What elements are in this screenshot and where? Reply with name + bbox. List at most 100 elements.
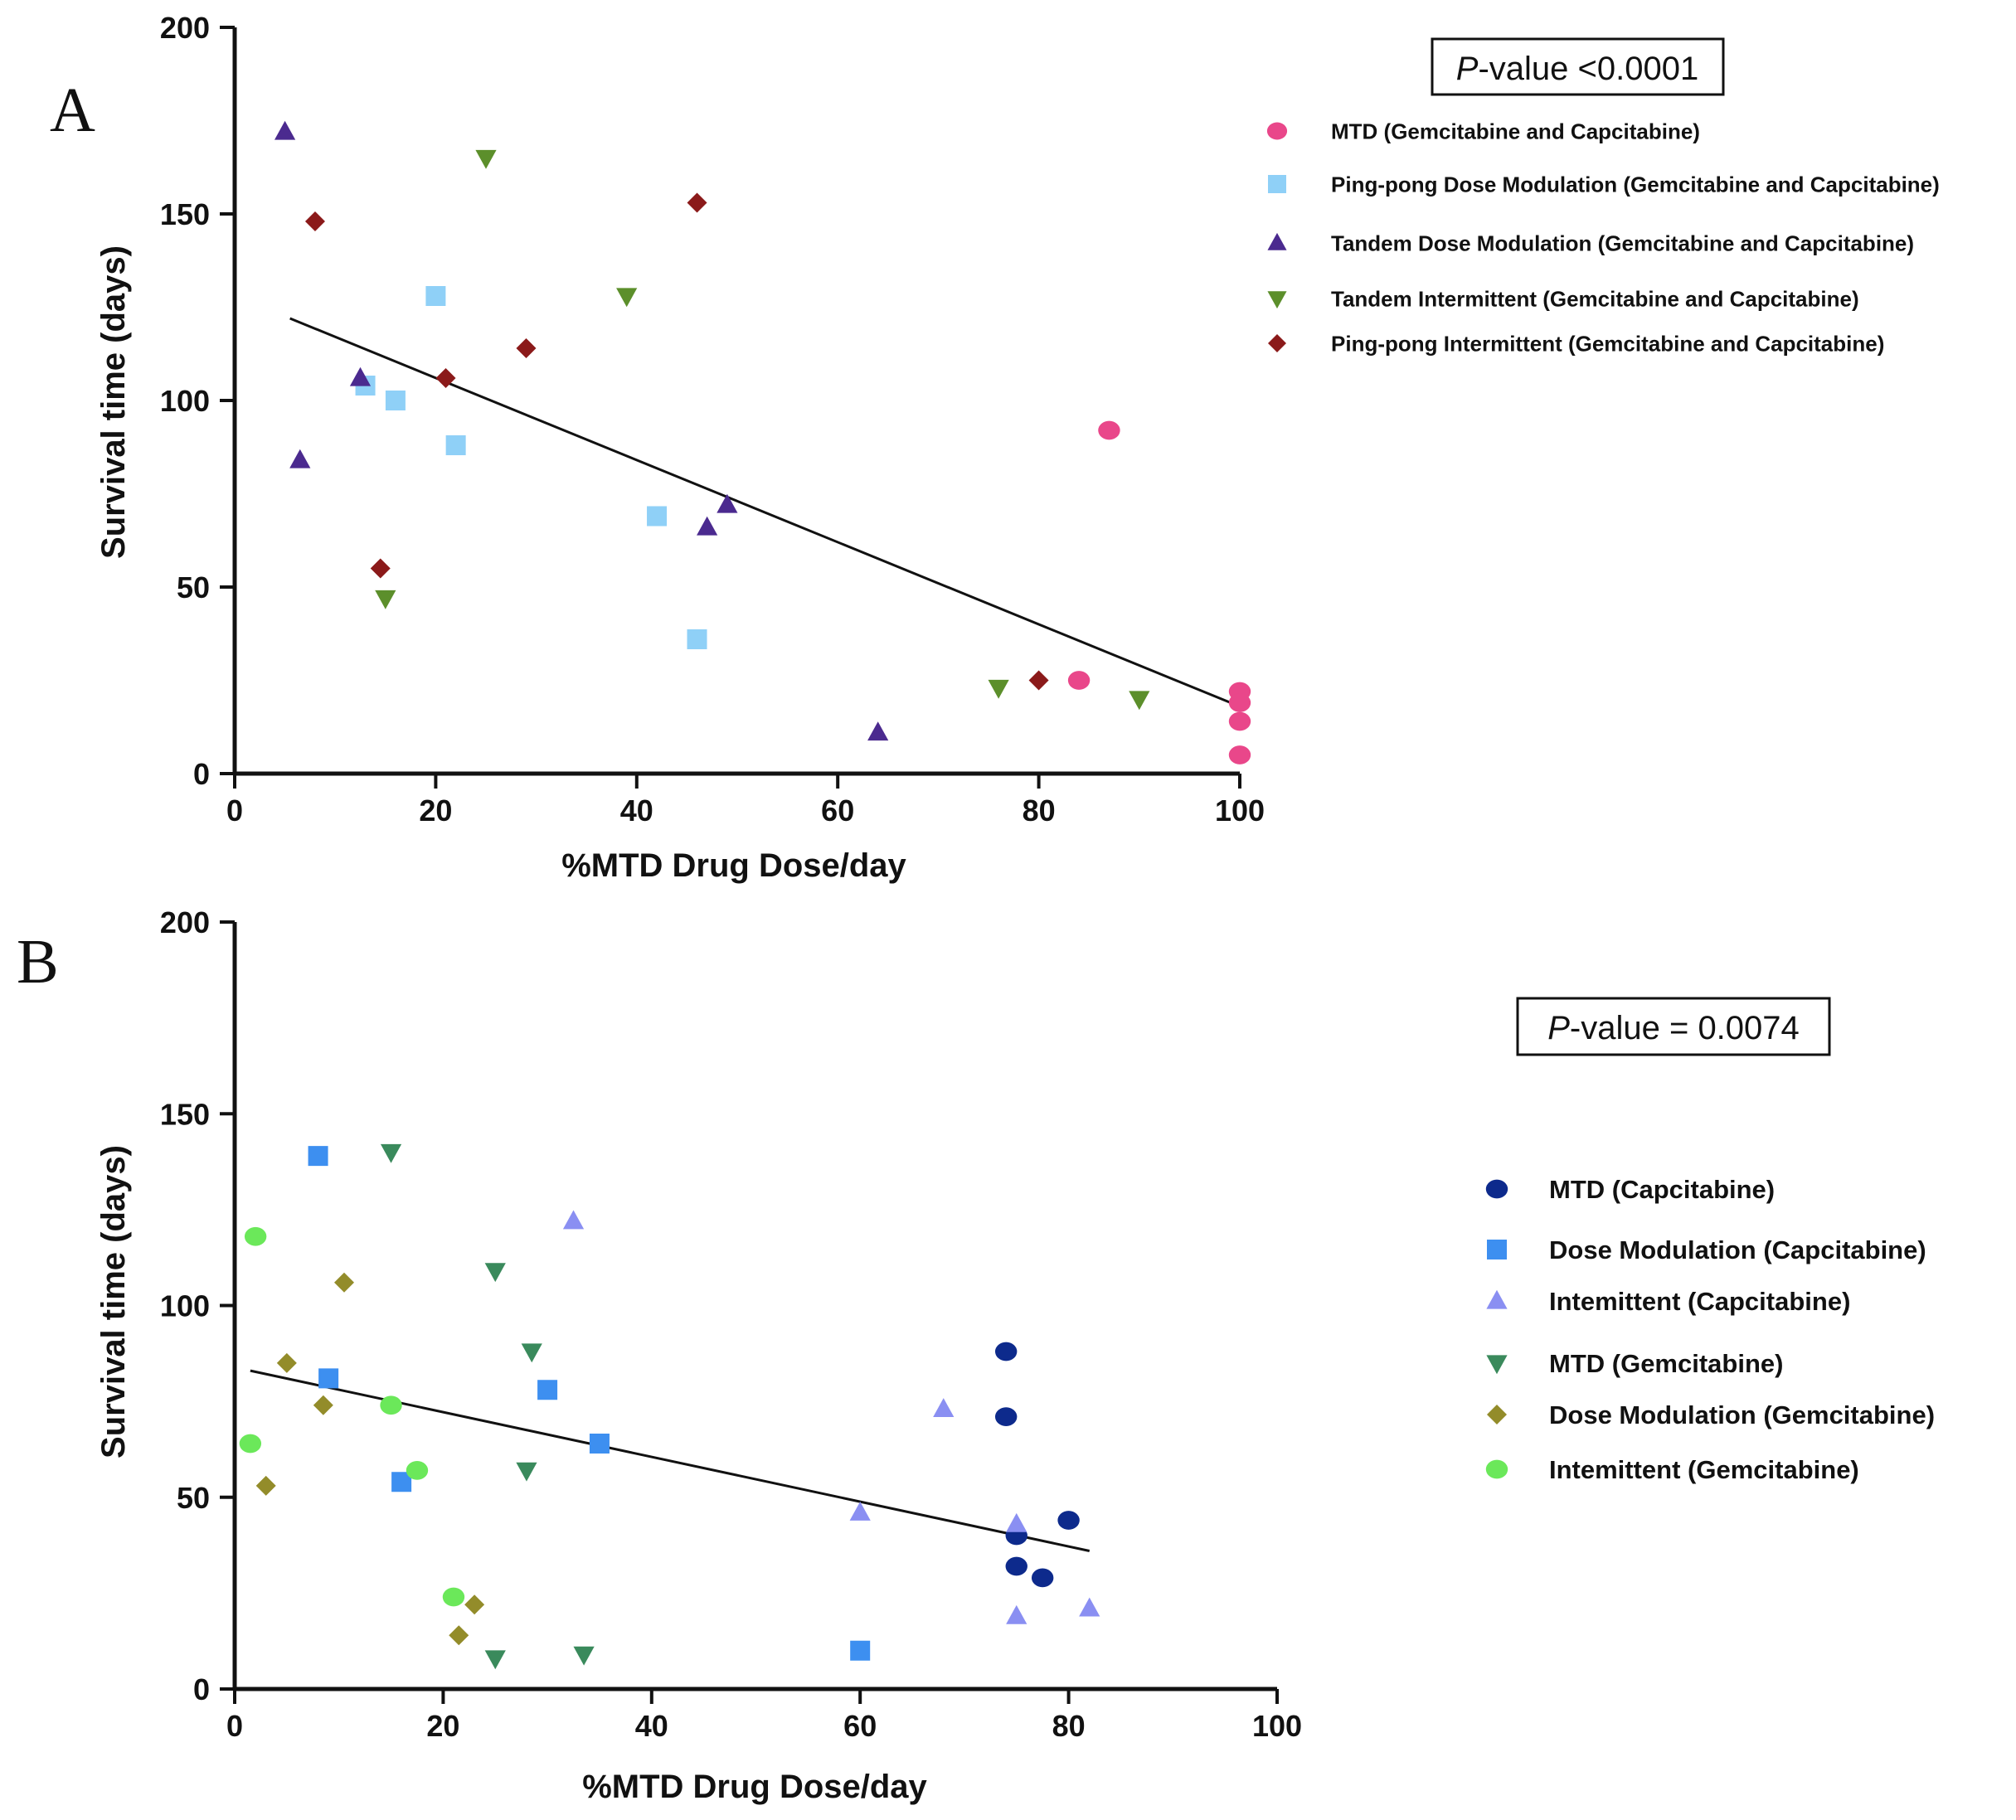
panel-b-axes xyxy=(232,922,1277,1691)
data-point-dose-modulation-gemcitabine xyxy=(449,1625,469,1646)
legend-marker xyxy=(1267,232,1287,250)
panel-label-a: A xyxy=(50,75,95,145)
data-point-ping-pong-intermittent-gemcitabine-and-capcitabine xyxy=(304,211,325,231)
legend-label: MTD (Capcitabine) xyxy=(1549,1175,1775,1204)
regression-line xyxy=(250,1369,1091,1552)
legend-marker xyxy=(1487,1405,1507,1424)
x-tick-label: 60 xyxy=(821,794,854,827)
x-tick-label: 40 xyxy=(635,1709,668,1743)
panel-a-pvalue-italic: P xyxy=(1456,51,1479,87)
data-point-dose-modulation-capcitabine xyxy=(318,1368,339,1389)
data-point-mtd-capcitabine xyxy=(994,1407,1018,1427)
legend-label: Intemittent (Gemcitabine) xyxy=(1549,1455,1859,1484)
legend-marker xyxy=(1268,334,1286,352)
panel-b-legend: MTD (Capcitabine) Dose Modulation (Capcit… xyxy=(1485,1175,1935,1484)
x-tick-label: 20 xyxy=(426,1709,459,1743)
data-point-mtd-capcitabine xyxy=(1057,1511,1080,1530)
legend-item-ping-pong-dose-modulation-gemcitabine-and-capcitabine: Ping-pong Dose Modulation (Gemcitabine a… xyxy=(1268,172,1940,197)
data-point-tandem-intermittent-gemcitabine-and-capcitabine xyxy=(475,149,497,169)
panel-a-legend: MTD (Gemcitabine and Capcitabine) Ping-po… xyxy=(1266,119,1940,356)
panel-b-pvalue-box: P-value = 0.0074 xyxy=(1516,997,1831,1056)
legend-label: Ping-pong Dose Modulation (Gemcitabine a… xyxy=(1331,172,1940,197)
panel-a-ticks: 0 20 40 60 80 100 0 50 100 150 200 xyxy=(160,11,1265,827)
legend-label: Tandem Dose Modulation (Gemcitabine and … xyxy=(1331,231,1914,255)
panel-b-pvalue-text: P-value = 0.0074 xyxy=(1547,1010,1800,1046)
legend-label: Tandem Intermittent (Gemcitabine and Cap… xyxy=(1331,286,1859,311)
panel-b-ticks: 0 20 40 60 80 100 0 50 100 150 200 xyxy=(160,905,1302,1743)
legend-label: MTD (Gemcitabine) xyxy=(1549,1349,1783,1378)
x-tick-label: 100 xyxy=(1252,1709,1302,1743)
panel-a-x-axis-label: %MTD Drug Dose/day xyxy=(561,847,906,884)
x-tick-label: 80 xyxy=(1052,1709,1086,1743)
panel-label-b: B xyxy=(17,927,59,997)
data-point-intemittent-capcitabine xyxy=(1006,1604,1027,1624)
data-point-intemittent-capcitabine xyxy=(1006,1512,1027,1532)
y-tick-label: 200 xyxy=(160,11,210,45)
legend-marker xyxy=(1485,1459,1508,1479)
data-point-tandem-dose-modulation-gemcitabine-and-capcitabine xyxy=(717,493,738,513)
panel-b-pvalue-italic: P xyxy=(1547,1010,1570,1046)
data-point-mtd-capcitabine xyxy=(994,1342,1018,1361)
data-point-mtd-capcitabine xyxy=(1005,1556,1027,1576)
legend-marker xyxy=(1486,1355,1508,1375)
panel-a-axes xyxy=(232,27,1240,776)
panel-b: B 0 20 40 60 80 100 0 50 100 150 200 %MTD Drug Dos… xyxy=(17,905,1935,1805)
x-tick-label: 0 xyxy=(226,794,243,827)
data-point-mtd-gemcitabine xyxy=(484,1650,506,1670)
panel-a-regression-line xyxy=(289,317,1241,708)
panel-a-pvalue-rest: -value <0.0001 xyxy=(1478,51,1698,87)
panel-b-x-axis-label: %MTD Drug Dose/day xyxy=(582,1769,927,1805)
data-point-ping-pong-dose-modulation-gemcitabine-and-capcitabine xyxy=(425,286,446,306)
data-point-dose-modulation-gemcitabine xyxy=(333,1272,354,1293)
data-point-intemittent-capcitabine xyxy=(933,1398,955,1417)
x-tick-label: 0 xyxy=(226,1709,243,1743)
legend-marker xyxy=(1266,122,1288,140)
panel-b-pvalue-rest: -value = 0.0074 xyxy=(1570,1010,1800,1046)
legend-label: Ping-pong Intermittent (Gemcitabine and … xyxy=(1331,331,1884,356)
panel-b-pvalue-frame xyxy=(1516,997,1831,1056)
data-point-tandem-intermittent-gemcitabine-and-capcitabine xyxy=(375,590,396,609)
data-point-ping-pong-intermittent-gemcitabine-and-capcitabine xyxy=(435,368,456,388)
legend-item-tandem-dose-modulation-gemcitabine-and-capcitabine: Tandem Dose Modulation (Gemcitabine and … xyxy=(1267,231,1914,255)
legend-label: MTD (Gemcitabine and Capcitabine) xyxy=(1331,119,1700,143)
legend-item-mtd-capcitabine: MTD (Capcitabine) xyxy=(1485,1175,1775,1204)
y-tick-label: 50 xyxy=(177,570,210,604)
x-tick-label: 60 xyxy=(843,1709,877,1743)
data-point-dose-modulation-gemcitabine xyxy=(255,1475,276,1496)
data-point-ping-pong-intermittent-gemcitabine-and-capcitabine xyxy=(1028,670,1049,691)
data-point-tandem-dose-modulation-gemcitabine-and-capcitabine xyxy=(349,366,372,386)
data-point-ping-pong-dose-modulation-gemcitabine-and-capcitabine xyxy=(385,391,406,410)
panel-b-regression-line xyxy=(250,1369,1091,1552)
y-tick-label: 50 xyxy=(177,1481,210,1515)
data-point-mtd-gemcitabine-and-capcitabine xyxy=(1098,420,1120,440)
data-point-intemittent-capcitabine xyxy=(562,1210,585,1230)
legend-item-intemittent-gemcitabine: Intemittent (Gemcitabine) xyxy=(1485,1455,1859,1484)
data-point-mtd-gemcitabine xyxy=(516,1462,537,1482)
panel-a-pvalue-frame xyxy=(1431,37,1725,96)
data-point-tandem-dose-modulation-gemcitabine-and-capcitabine xyxy=(274,120,296,140)
legend-marker xyxy=(1486,1289,1508,1309)
data-point-mtd-gemcitabine-and-capcitabine xyxy=(1228,745,1251,764)
y-tick-label: 200 xyxy=(160,905,210,939)
legend-marker xyxy=(1487,1240,1507,1259)
data-point-tandem-dose-modulation-gemcitabine-and-capcitabine xyxy=(867,721,889,741)
panel-a-data-points xyxy=(274,120,1251,764)
panel-a-pvalue-text: P-value <0.0001 xyxy=(1456,51,1698,87)
data-point-intemittent-gemcitabine xyxy=(406,1460,429,1480)
legend-item-intemittent-capcitabine: Intemittent (Capcitabine) xyxy=(1486,1287,1850,1316)
y-tick-label: 0 xyxy=(193,757,210,791)
legend-label: Dose Modulation (Gemcitabine) xyxy=(1549,1400,1935,1429)
panel-a-pvalue-box: P-value <0.0001 xyxy=(1431,37,1725,96)
legend-item-ping-pong-intermittent-gemcitabine-and-capcitabine: Ping-pong Intermittent (Gemcitabine and … xyxy=(1268,331,1884,356)
data-point-tandem-dose-modulation-gemcitabine-and-capcitabine xyxy=(289,449,311,468)
legend-label: Dose Modulation (Capcitabine) xyxy=(1549,1235,1926,1264)
data-point-dose-modulation-gemcitabine xyxy=(276,1352,297,1373)
y-tick-label: 150 xyxy=(160,197,210,231)
legend-item-mtd-gemcitabine: MTD (Gemcitabine) xyxy=(1486,1349,1783,1378)
data-point-dose-modulation-capcitabine xyxy=(850,1640,871,1661)
panel-a: A 0 20 40 60 80 100 0 50 100 150 200 %MTD Drug Dos… xyxy=(50,11,1940,884)
data-point-dose-modulation-capcitabine xyxy=(308,1146,328,1167)
panel-b-data-points xyxy=(239,1143,1100,1670)
x-tick-label: 100 xyxy=(1215,794,1265,827)
